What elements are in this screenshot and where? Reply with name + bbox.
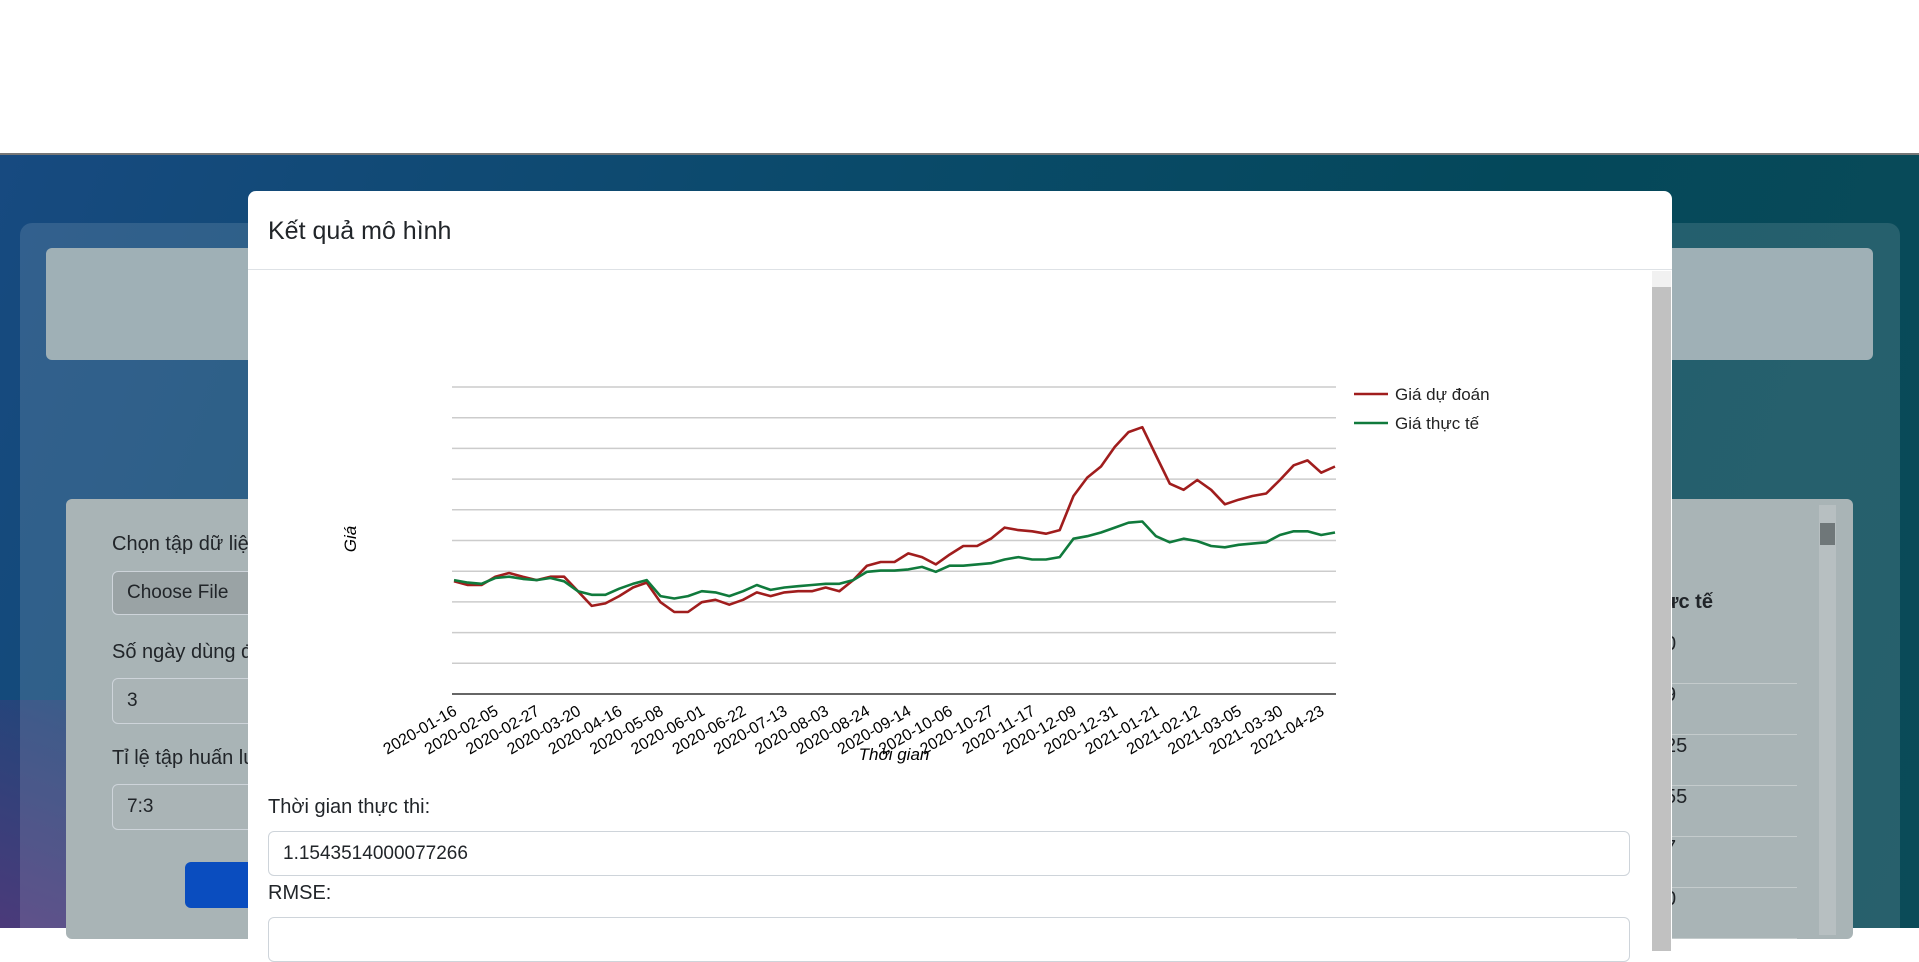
legend-label: Giá dự đoán [1395,385,1490,404]
table-header: ực tế [1664,591,1713,613]
y-axis-label: Giá [341,526,360,552]
x-axis-label: Thời gian [859,745,930,764]
days-label: Số ngày dùng đ [112,641,253,663]
rmse-label: RMSE: [268,882,332,904]
modal-title: Kết quả mô hình [268,217,452,245]
series-line [453,520,1336,600]
legend-label: Giá thực tế [1395,414,1480,433]
modal-scrollbar [1652,271,1671,951]
dataset-label: Chọn tập dữ liệ [112,533,249,555]
modal-divider [248,269,1672,270]
chart: 2020-01-162020-02-052020-02-272020-03-20… [341,385,1490,764]
exec-time-label: Thời gian thực thi: [268,796,431,818]
form-scrollbar [1819,505,1836,935]
exec-time-input[interactable]: 1.1543514000077266 [268,831,1630,876]
series-line [453,425,1336,614]
top-bar [0,0,1919,155]
ratio-label: Tỉ lệ tập huấn lu [112,747,255,769]
